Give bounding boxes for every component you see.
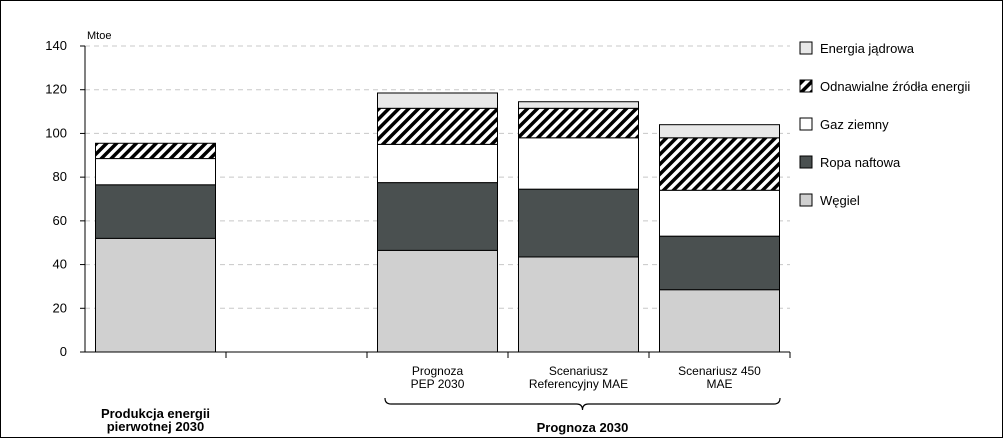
y-axis-unit: Mtoe xyxy=(87,30,111,42)
y-tick-label: 140 xyxy=(45,38,67,53)
bar-segment xyxy=(659,189,780,237)
bar-segment xyxy=(659,124,780,139)
bar-segment xyxy=(377,249,498,353)
y-tick-label: 20 xyxy=(53,300,67,315)
x-category-label: Scenariusz xyxy=(549,364,608,378)
x-category-label: Scenariusz 450 xyxy=(678,364,761,378)
bar-segment xyxy=(518,137,639,190)
bar-segment xyxy=(377,143,498,184)
y-tick-label: 80 xyxy=(53,169,67,184)
legend-label: Odnawialne źródła energii xyxy=(820,79,970,94)
group-label: Prognoza 2030 xyxy=(537,420,629,435)
bar-segment xyxy=(377,92,498,109)
bar-segment xyxy=(377,182,498,251)
y-tick-label: 100 xyxy=(45,125,67,140)
legend-swatch xyxy=(799,193,813,207)
legend-label: Ropa naftowa xyxy=(820,155,901,170)
group-bracket xyxy=(384,397,781,411)
legend-swatch xyxy=(799,79,813,93)
y-tick-label: 0 xyxy=(60,344,67,359)
x-category-label: Referencyjny MAE xyxy=(529,377,628,391)
x-category-label: PEP 2030 xyxy=(411,377,465,391)
bar-segment xyxy=(659,235,780,291)
bar-segment xyxy=(95,184,216,239)
legend-label: Gaz ziemny xyxy=(820,117,889,132)
bar-segment xyxy=(659,137,780,191)
bar-segment xyxy=(95,142,216,160)
bar-segment xyxy=(659,289,780,353)
bar-segment xyxy=(518,107,639,139)
x-category-label: Prognoza xyxy=(412,364,464,378)
legend-swatch xyxy=(799,155,813,169)
legend-label: Węgiel xyxy=(820,193,860,208)
y-tick-label: 40 xyxy=(53,257,67,272)
x-category-label: pierwotnej 2030 xyxy=(107,419,205,434)
bar-segment xyxy=(518,101,639,109)
bar-segment xyxy=(95,158,216,186)
bar-segment xyxy=(518,188,639,258)
x-category-label: MAE xyxy=(706,377,732,391)
bar-segment xyxy=(518,256,639,353)
y-tick-label: 120 xyxy=(45,82,67,97)
bar-segment xyxy=(377,107,498,145)
legend-swatch xyxy=(799,117,813,131)
bar-segment xyxy=(95,237,216,353)
legend-label: Energia jądrowa xyxy=(820,41,915,56)
x-category-label: Produkcja energii xyxy=(101,406,210,421)
y-tick-label: 60 xyxy=(53,213,67,228)
legend-swatch xyxy=(799,41,813,55)
